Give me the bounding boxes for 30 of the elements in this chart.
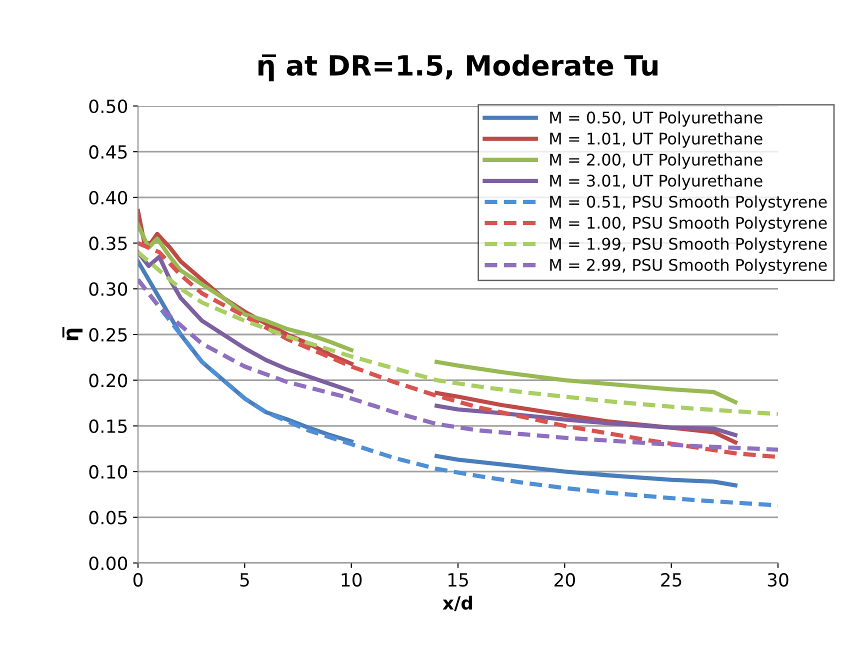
x-tick-label: 10 (342, 573, 362, 587)
x-tick-label: 25 (661, 573, 682, 587)
x-tick-label: 30 (768, 573, 788, 587)
x-axis-title: x/d (442, 596, 472, 612)
y-tick-label: 0.05 (89, 510, 127, 524)
y-tick-label: 0.30 (89, 282, 128, 296)
y-axis-title: η̅ (62, 327, 83, 340)
y-tick-label: 0.40 (89, 190, 128, 205)
x-tick-label: 20 (554, 573, 575, 587)
legend-label: M = 0.51, PSU Smooth Polystyrene (550, 195, 827, 211)
x-tick-label: 0 (133, 573, 143, 587)
legend-label: M = 1.99, PSU Smooth Polystyrene (550, 238, 827, 253)
y-tick-label: 0.00 (89, 556, 128, 570)
y-tick-label: 0.35 (89, 236, 127, 250)
y-tick-label: 0.45 (89, 145, 127, 159)
y-tick-label: 0.50 (89, 99, 128, 114)
y-tick-label: 0.10 (89, 465, 128, 479)
y-tick-label: 0.15 (89, 419, 127, 434)
line-series (138, 278, 778, 452)
legend-label: M = 1.00, PSU Smooth Polystyrene (550, 216, 827, 232)
x-tick-label: 15 (448, 573, 468, 587)
legend-label: M = 1.01, UT Polyurethane (550, 132, 762, 148)
legend-label: M = 2.00, UT Polyurethane (550, 153, 762, 169)
legend-label: M = 2.99, PSU Smooth Polystyrene (550, 258, 827, 274)
chart-title: η̅ at DR=1.5, Moderate Tu (258, 54, 658, 82)
legend-label: M = 3.01, UT Polyurethane (550, 174, 762, 190)
y-tick-label: 0.20 (89, 374, 128, 388)
x-tick-label: 5 (240, 573, 249, 587)
legend-label: M = 0.50, UT Polyurethane (550, 111, 762, 127)
y-tick-label: 0.25 (89, 328, 127, 342)
